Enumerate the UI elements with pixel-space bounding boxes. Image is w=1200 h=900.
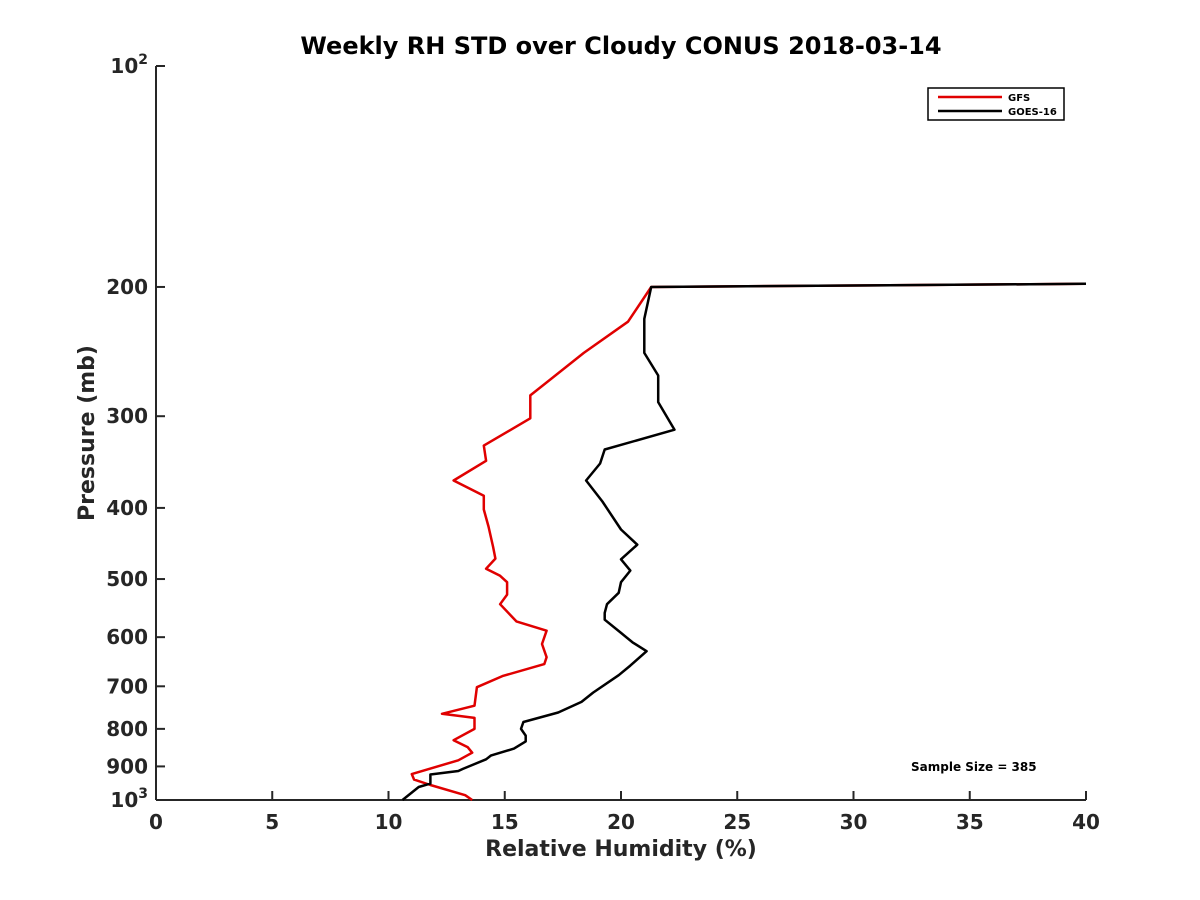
legend-box bbox=[927, 87, 1065, 121]
x-ticks: 0 5 10 15 20 25 30 35 40 bbox=[149, 791, 1100, 834]
x-tick-label: 10 bbox=[375, 810, 403, 834]
x-tick-label: 15 bbox=[491, 810, 519, 834]
y-axis-label: Pressure (mb) bbox=[75, 345, 100, 521]
sample-size-annotation: Sample Size = 385 bbox=[911, 760, 1037, 774]
x-tick-label: 40 bbox=[1072, 810, 1100, 834]
x-tick-label: 30 bbox=[840, 810, 868, 834]
x-axis-label: Relative Humidity (%) bbox=[485, 837, 757, 862]
x-tick-label: 5 bbox=[265, 810, 279, 834]
x-tick-label: 35 bbox=[956, 810, 984, 834]
y-tick-label: 300 bbox=[106, 404, 148, 428]
y-tick-label: 200 bbox=[106, 275, 148, 299]
legend-label-gfs: GFS bbox=[1008, 93, 1030, 104]
x-tick-label: 0 bbox=[149, 810, 163, 834]
series-line-gfs bbox=[410, 282, 1087, 802]
legend-label-goes16: GOES-16 bbox=[1008, 107, 1057, 118]
legend: GFS GOES-16 bbox=[927, 87, 1065, 121]
y-tick-label: 800 bbox=[106, 717, 148, 741]
y-tick-label: 900 bbox=[106, 754, 148, 778]
y-axis: 102 200 300 400 500 600 700 800 900 103 bbox=[106, 52, 165, 812]
y-tick-label: 400 bbox=[106, 496, 148, 520]
y-tick-label: 102 bbox=[110, 52, 148, 78]
x-tick-label: 20 bbox=[607, 810, 635, 834]
y-tick-label: 700 bbox=[106, 674, 148, 698]
chart-title: Weekly RH STD over Cloudy CONUS 2018-03-… bbox=[300, 32, 941, 60]
series-line-goes16 bbox=[401, 282, 1087, 801]
series-group bbox=[401, 282, 1087, 802]
plot-area: 0 5 10 15 20 25 30 35 40 102 200 300 400 500 600 700 80… bbox=[106, 52, 1100, 834]
x-axis: 0 5 10 15 20 25 30 35 40 bbox=[149, 791, 1100, 834]
y-tick-label: 500 bbox=[106, 567, 148, 591]
y-tick-label: 600 bbox=[106, 625, 148, 649]
x-tick-label: 25 bbox=[723, 810, 751, 834]
y-ticks: 102 200 300 400 500 600 700 800 900 103 bbox=[106, 52, 165, 812]
y-tick-label: 103 bbox=[110, 786, 148, 812]
